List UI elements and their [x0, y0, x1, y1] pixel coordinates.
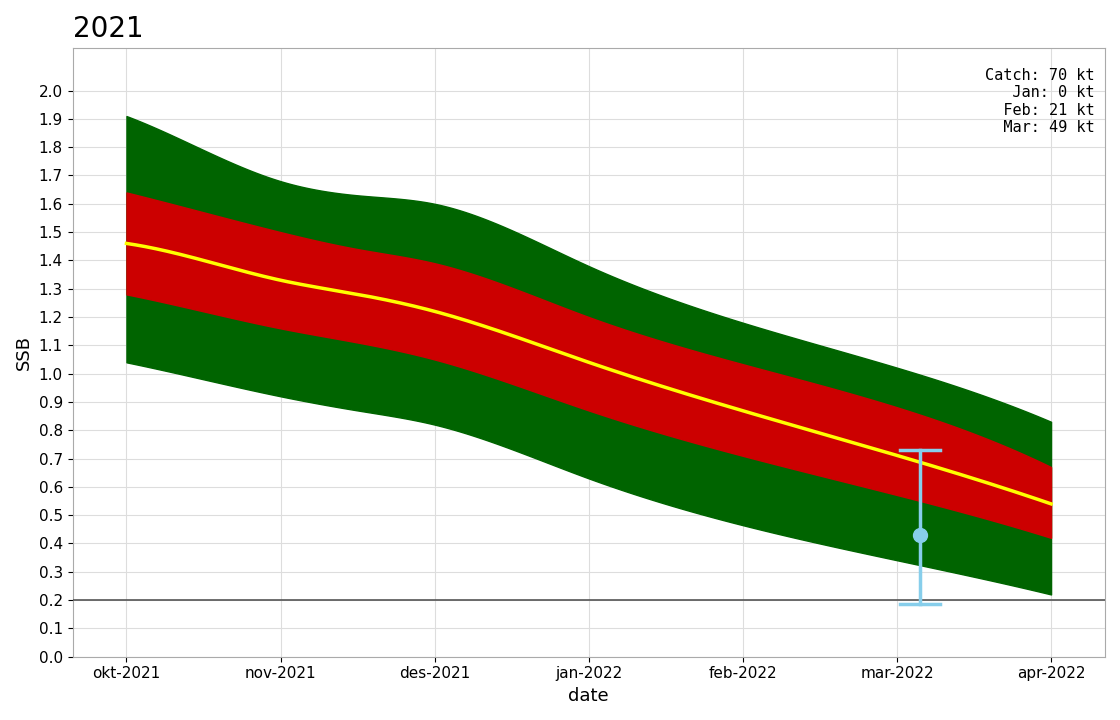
- X-axis label: date: date: [569, 687, 609, 705]
- Y-axis label: SSB: SSB: [15, 335, 32, 370]
- Text: 2021: 2021: [73, 15, 143, 43]
- Text: Catch: 70 kt
   Jan: 0 kt
   Feb: 21 kt
   Mar: 49 kt: Catch: 70 kt Jan: 0 kt Feb: 21 kt Mar: 4…: [976, 68, 1094, 135]
